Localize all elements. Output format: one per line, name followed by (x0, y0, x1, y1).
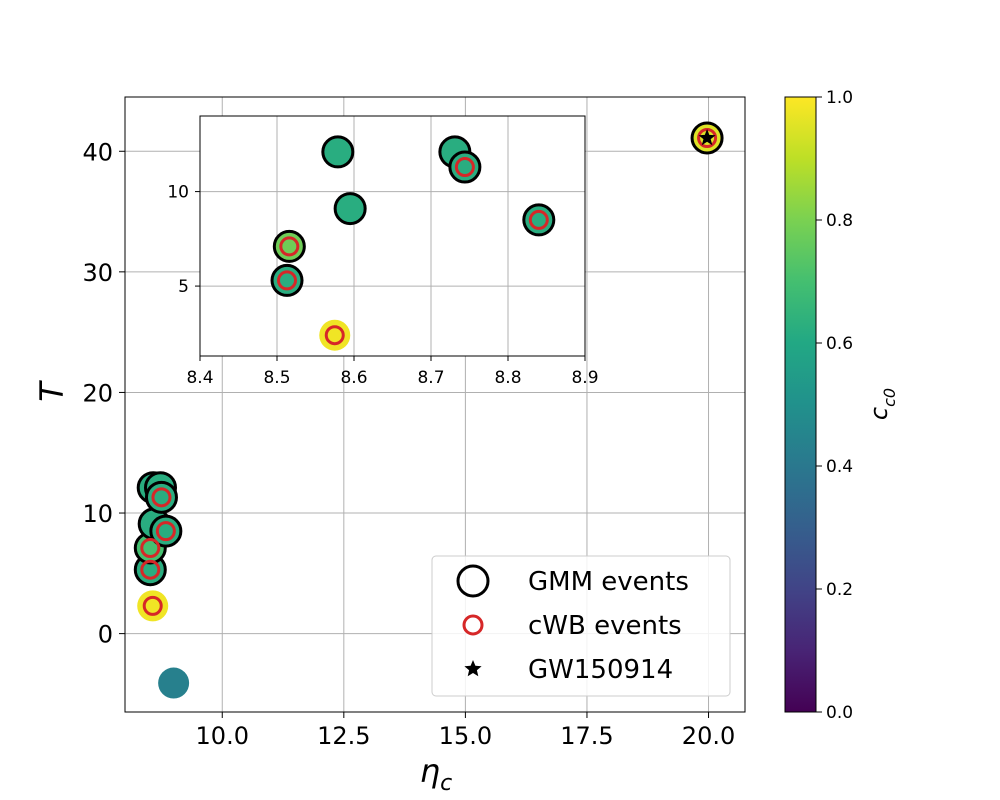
colorbar-tick-label: 0.6 (826, 334, 853, 354)
sample-point (137, 590, 169, 622)
inset-y-tick-label: 10 (167, 183, 189, 203)
inset-plot-frame (199, 115, 586, 357)
y-tick-label: 0 (98, 621, 113, 649)
colorbar-tick-label: 0.2 (826, 580, 853, 600)
colorbar-label: cc0 (865, 388, 899, 420)
inset-cwb-event-point (277, 270, 298, 291)
cwb-event-point (151, 487, 172, 508)
legend-gmm-label: GMM events (528, 567, 689, 597)
inset-grid (199, 116, 586, 356)
legend: GMM events cWB events GW150914 (431, 555, 731, 697)
inset-gmm-event-point (270, 263, 304, 297)
inset-plot-background (200, 116, 585, 356)
inset-cwb-event-point (528, 209, 549, 230)
inset-x-tick-label: 8.8 (494, 368, 521, 388)
legend-box (431, 555, 731, 697)
sample-point (158, 667, 190, 699)
x-tick-label: 20.0 (682, 722, 735, 750)
colorbar-tick-label: 1.0 (826, 88, 853, 108)
gw150914-star-point (698, 129, 716, 146)
inset-gmm-event-point (333, 192, 367, 226)
main-points (133, 121, 724, 699)
legend-entry-cwb: cWB events (462, 611, 682, 641)
legend-cwb-label: cWB events (528, 611, 682, 641)
inset-x-tick-label: 8.9 (571, 368, 598, 388)
legend-gmm-marker (456, 564, 490, 598)
colorbar: 0.0 0.2 0.4 0.6 0.8 1.0 cc0 (784, 88, 899, 723)
inset-cwb-event-point (279, 236, 300, 257)
y-tick-label: 20 (82, 379, 113, 407)
main-plot-frame (124, 96, 746, 713)
inset-points (270, 135, 556, 351)
cwb-event-point (155, 521, 176, 542)
inset-x-tick-label: 8.6 (340, 368, 367, 388)
legend-entry-gw150914: GW150914 (464, 655, 673, 685)
x-tick-label: 17.5 (560, 722, 613, 750)
x-tick-label: 12.5 (317, 722, 370, 750)
colorbar-ticks: 0.0 0.2 0.4 0.6 0.8 1.0 (816, 88, 853, 723)
cwb-event-point (142, 595, 163, 616)
inset-x-tick-label: 8.5 (263, 368, 290, 388)
y-axis-label: T (33, 380, 71, 402)
colorbar-tick-label: 0.4 (826, 457, 853, 477)
colorbar-gradient (784, 96, 817, 713)
colorbar-tick-label: 0.0 (826, 703, 853, 723)
inset-cwb-event-point (324, 325, 345, 346)
inset-x-tick-label: 8.4 (186, 368, 213, 388)
legend-entry-gmm: GMM events (456, 564, 689, 598)
y-tick-label: 10 (82, 500, 113, 528)
inset-cwb-event-point (454, 157, 475, 178)
cwb-event-point (140, 559, 161, 580)
inset-sample-point (319, 319, 351, 351)
y-tick-label: 40 (82, 138, 113, 166)
cwb-event-point (140, 538, 161, 558)
inset-gmm-event-point (272, 229, 306, 263)
legend-cwb-marker (462, 614, 484, 636)
main-ticks: 10.0 12.5 15.0 17.5 20.0 0 10 20 30 40 (82, 138, 735, 750)
colorbar-tick-label: 0.8 (826, 211, 853, 231)
legend-gw150914-label: GW150914 (528, 655, 673, 685)
inset-gmm-event-point (522, 203, 556, 237)
legend-star-icon (464, 660, 482, 677)
gmm-event-point (149, 514, 183, 548)
gmm-event-point (144, 480, 178, 514)
inset-gmm-event-point (321, 135, 355, 169)
x-tick-label: 10.0 (196, 722, 249, 750)
y-tick-label: 30 (82, 259, 113, 287)
x-axis-label: ηc (420, 752, 452, 796)
inset-x-tick-label: 8.7 (417, 368, 444, 388)
inset-ticks: 8.4 8.5 8.6 8.7 8.8 8.9 5 10 (167, 183, 598, 388)
inset-axes: 8.4 8.5 8.6 8.7 8.8 8.9 5 10 (167, 115, 599, 388)
inset-gmm-event-point (448, 150, 482, 184)
inset-y-tick-label: 5 (178, 277, 189, 297)
x-tick-label: 15.0 (439, 722, 492, 750)
